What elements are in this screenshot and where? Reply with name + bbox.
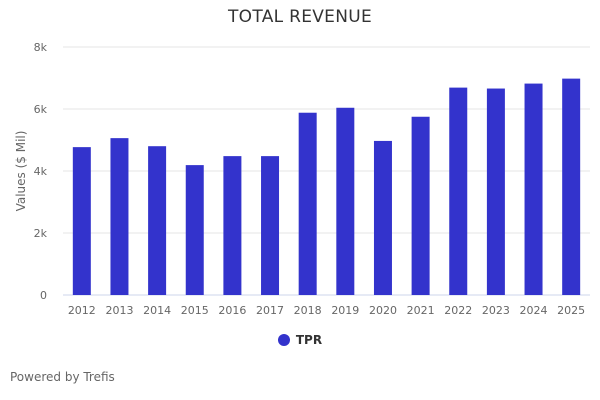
bar-2012[interactable] bbox=[72, 147, 91, 295]
bar-2013[interactable] bbox=[110, 138, 129, 295]
x-axis-ticks: 2012 2013 2014 2015 2016 2017 2018 2019 2020 2021… bbox=[68, 304, 585, 317]
bar-2020[interactable] bbox=[373, 140, 392, 295]
x-tick-label: 2018 bbox=[294, 304, 322, 317]
chart-title: TOTAL REVENUE bbox=[227, 7, 373, 27]
x-tick-label: 2025 bbox=[557, 304, 585, 317]
legend-swatch-icon[interactable] bbox=[277, 334, 290, 346]
bar-2022[interactable] bbox=[449, 87, 468, 295]
y-tick-label: 0 bbox=[40, 289, 47, 302]
y-axis-title: Values ($ Mil) bbox=[14, 131, 28, 212]
legend: TPR bbox=[0, 333, 600, 347]
y-tick-label: 4k bbox=[34, 165, 48, 178]
x-tick-label: 2024 bbox=[520, 304, 548, 317]
x-tick-label: 2022 bbox=[444, 304, 472, 317]
y-tick-label: 8k bbox=[34, 41, 48, 54]
bar-2023[interactable] bbox=[486, 88, 505, 295]
y-axis-ticks: 0 2k 4k 6k 8k bbox=[34, 41, 48, 302]
bars bbox=[72, 78, 581, 296]
x-tick-label: 2021 bbox=[407, 304, 435, 317]
x-tick-label: 2020 bbox=[369, 304, 397, 317]
x-tick-label: 2014 bbox=[143, 304, 171, 317]
bar-2014[interactable] bbox=[148, 146, 167, 295]
bar-2019[interactable] bbox=[336, 107, 355, 295]
x-tick-label: 2012 bbox=[68, 304, 96, 317]
legend-label[interactable]: TPR bbox=[295, 333, 323, 347]
bar-2016[interactable] bbox=[223, 156, 242, 295]
y-tick-label: 2k bbox=[34, 227, 48, 240]
gridlines bbox=[63, 46, 590, 296]
bar-2021[interactable] bbox=[411, 116, 430, 295]
bar-2025[interactable] bbox=[562, 78, 581, 296]
x-tick-label: 2013 bbox=[105, 304, 133, 317]
y-tick-label: 6k bbox=[34, 103, 48, 116]
bar-2017[interactable] bbox=[261, 156, 280, 295]
x-tick-label: 2023 bbox=[482, 304, 510, 317]
bar-2024[interactable] bbox=[524, 83, 543, 295]
bar-2018[interactable] bbox=[298, 112, 317, 295]
powered-by-credit: Powered by Trefis bbox=[10, 370, 115, 384]
bar-2015[interactable] bbox=[185, 165, 204, 295]
x-tick-label: 2015 bbox=[181, 304, 209, 317]
x-tick-label: 2017 bbox=[256, 304, 284, 317]
x-tick-label: 2019 bbox=[331, 304, 359, 317]
x-tick-label: 2016 bbox=[218, 304, 246, 317]
